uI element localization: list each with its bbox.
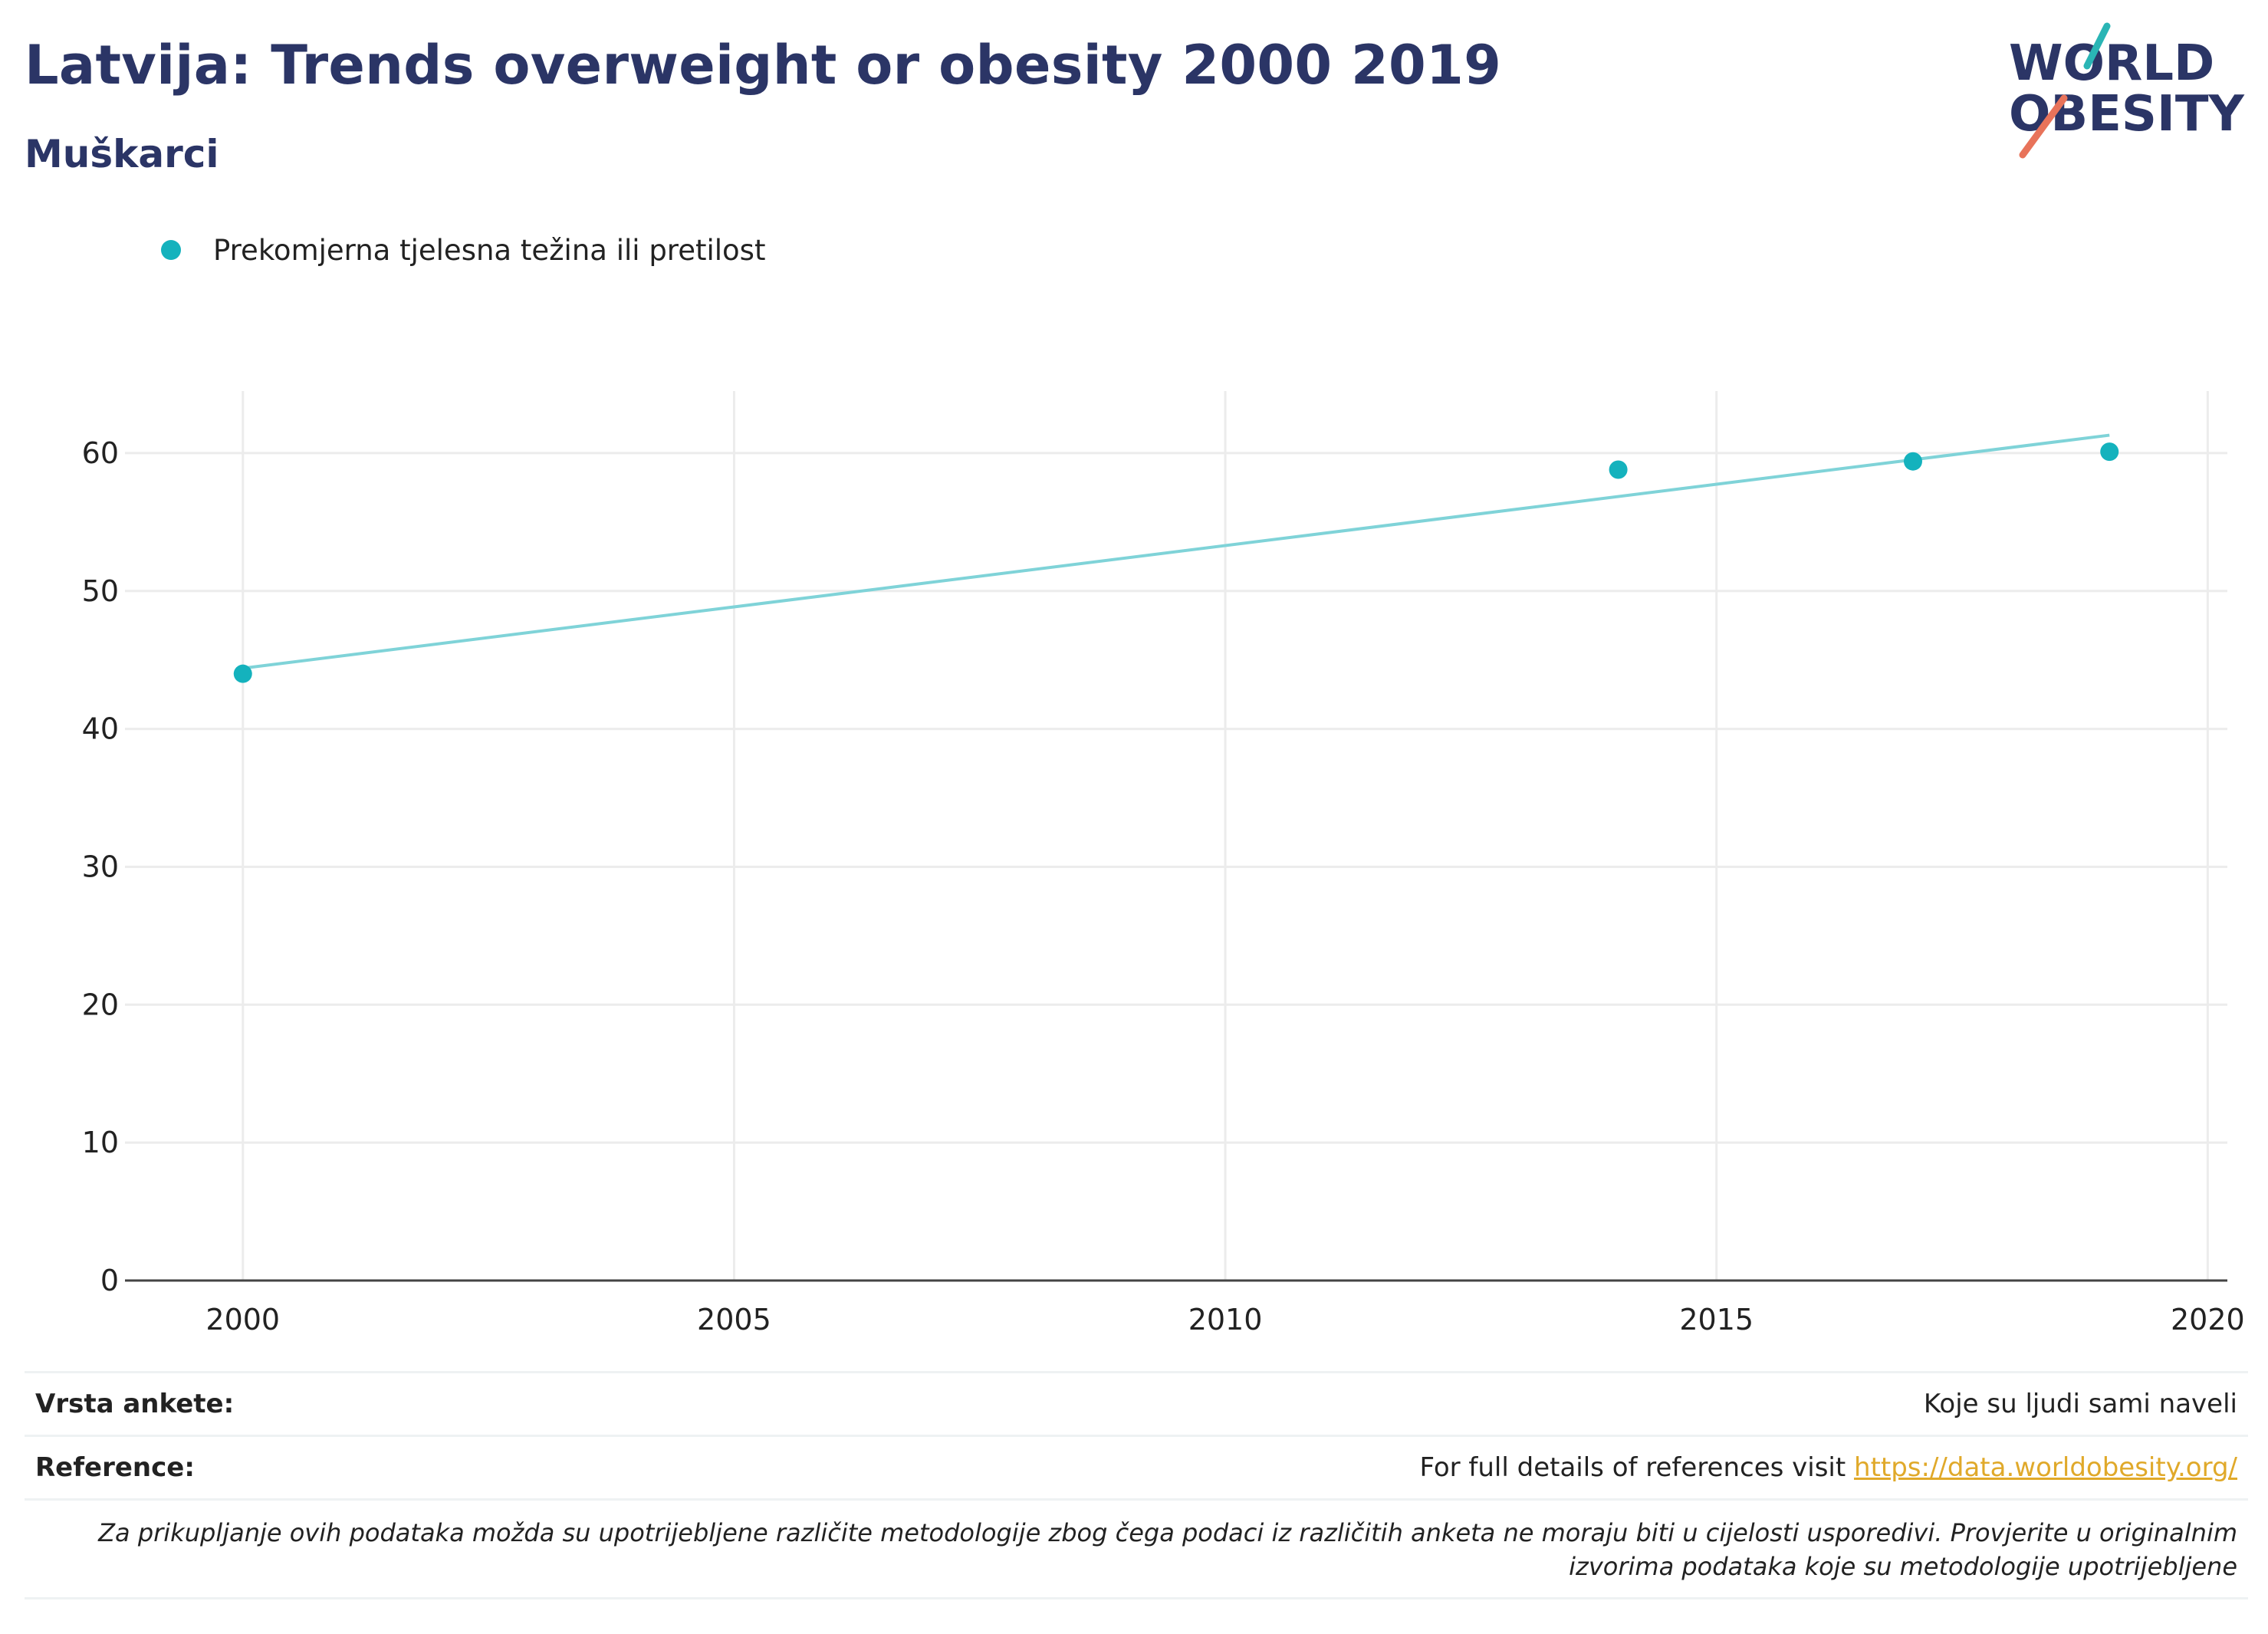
y-tick-label: 50 [82,574,119,608]
methodology-note: Za prikupljanje ovih podataka možda su u… [25,1498,2248,1599]
chart-plot: 0 10 20 30 40 50 60 2000 2005 2010 2015 2020 [82,391,2245,1336]
data-point [2100,442,2119,462]
logo-coral-slash [2019,94,2068,159]
chart-title: Latvija: Trends overweight or obesity 20… [25,34,1502,97]
logo-text-world: WORLD [2009,35,2214,92]
reference-row: Reference: For full details of reference… [25,1435,2248,1498]
logo-teal-slash [2083,22,2111,70]
x-tick-label: 2005 [697,1303,771,1336]
legend-marker-icon [161,240,181,260]
y-tick-label: 0 [100,1264,119,1297]
reference-value: For full details of references visit htt… [1419,1452,2237,1483]
logo-text-obesity: OBESITY [2009,86,2244,143]
x-tick-label: 2020 [2171,1303,2245,1336]
reference-label: Reference: [35,1452,195,1483]
x-tick-label: 2015 [1679,1303,1754,1336]
trendline [242,433,2110,670]
y-tick-label: 60 [82,436,119,470]
survey-type-value: Koje su ljudi sami naveli [1923,1389,2237,1419]
info-footer: Vrsta ankete: Koje su ljudi sami naveli … [25,1371,2248,1599]
chart-legend: Prekomjerna tjelesna težina ili pretilos… [161,228,765,271]
chart-subtitle: Muškarci [25,132,219,176]
x-tick-label: 2010 [1188,1303,1263,1336]
world-obesity-logo: WORLD OBESITY [2009,22,2244,159]
data-point [1903,452,1922,471]
y-tick-label: 30 [82,850,119,883]
reference-text: For full details of references visit [1419,1452,1855,1483]
y-tick-label: 10 [82,1126,119,1159]
reference-link[interactable]: https://data.worldobesity.org/ [1854,1452,2237,1483]
x-tick-label: 2000 [205,1303,280,1336]
legend-label: Prekomjerna tjelesna težina ili pretilos… [213,233,766,267]
survey-type-label: Vrsta ankete: [35,1389,235,1419]
data-point [1609,460,1628,479]
y-tick-label: 40 [82,712,119,746]
y-tick-label: 20 [82,988,119,1021]
survey-type-row: Vrsta ankete: Koje su ljudi sami naveli [25,1371,2248,1435]
data-point [233,664,252,683]
